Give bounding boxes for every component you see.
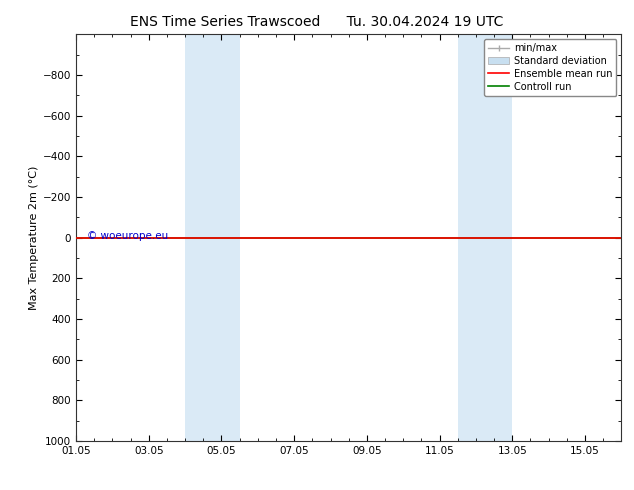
Text: © woeurope.eu: © woeurope.eu bbox=[87, 231, 168, 241]
Bar bbox=[185, 34, 240, 441]
Y-axis label: Max Temperature 2m (°C): Max Temperature 2m (°C) bbox=[29, 166, 39, 310]
Bar bbox=[458, 34, 512, 441]
Text: ENS Time Series Trawscoed      Tu. 30.04.2024 19 UTC: ENS Time Series Trawscoed Tu. 30.04.2024… bbox=[131, 15, 503, 29]
Legend: min/max, Standard deviation, Ensemble mean run, Controll run: min/max, Standard deviation, Ensemble me… bbox=[484, 39, 616, 96]
